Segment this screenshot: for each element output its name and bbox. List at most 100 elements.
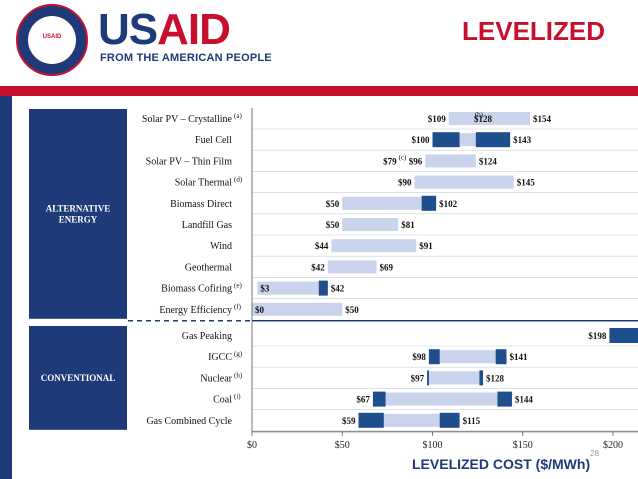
range-bar-low-segment: [432, 132, 460, 148]
category-label: Fuel Cell: [195, 135, 232, 146]
logo-us: US: [98, 5, 158, 54]
category-label: Wind: [210, 241, 232, 252]
category-label: Gas Peaking: [182, 331, 232, 342]
high-value-label: $145: [517, 178, 536, 188]
group-label: ALTERNATIVE: [46, 203, 111, 213]
category-label: Energy Efficiency: [159, 305, 232, 316]
category-label: Biomass Cofiring: [161, 284, 232, 295]
low-value-label: $96: [409, 156, 423, 166]
low-value-label: $67: [356, 395, 370, 405]
low-value-label: $100: [412, 135, 431, 145]
range-bar: [342, 196, 437, 210]
high-value-label: $115: [463, 416, 481, 426]
high-value-label: $141: [510, 352, 529, 362]
usaid-seal-icon: USAID: [16, 4, 88, 76]
header-red-band: [0, 86, 638, 96]
low-value-label: $90: [398, 178, 412, 188]
high-value-label: $143: [513, 135, 532, 145]
x-tick-label: $50: [335, 440, 350, 451]
low-value-label: $50: [326, 220, 340, 230]
high-value-label: $144: [515, 395, 534, 405]
mid-value-footnote: (b): [475, 111, 484, 119]
high-value-label: $102: [439, 199, 458, 209]
group-label: ENERGY: [59, 214, 98, 224]
category-label: Nuclear: [200, 373, 232, 384]
high-value-label: $81: [401, 220, 415, 230]
category-label: Biomass Direct: [170, 199, 232, 210]
low-value-label: $109: [428, 114, 447, 124]
range-bar-high-segment: [421, 195, 437, 211]
category-label: Solar PV – Thin Film: [146, 156, 233, 167]
range-bar: [427, 371, 484, 385]
range-bar: [327, 260, 377, 274]
category-footnote: (i): [234, 393, 241, 401]
high-value-label: $124: [479, 156, 498, 166]
page-number: 28: [590, 449, 599, 458]
range-bar: [358, 413, 460, 427]
category-footnote: (f): [234, 303, 242, 311]
range-bar: [414, 175, 514, 189]
category-label: Gas Combined Cycle: [146, 416, 232, 427]
seal-text: USAID: [42, 34, 62, 40]
mid-value-label: $79: [383, 156, 397, 166]
low-value-label: $59: [342, 416, 356, 426]
category-label: IGCC: [208, 352, 232, 363]
bar-layer: [252, 112, 638, 428]
label-layer: Solar PV – Crystalline (a) $109 $154$128(b)…: [142, 111, 607, 427]
range-bar-low-segment: [609, 328, 638, 343]
range-bar: [425, 154, 476, 168]
mid-value-label: $128: [474, 114, 493, 124]
category-label: Geothermal: [185, 262, 232, 273]
slide-title: LEVELIZED: [462, 16, 606, 46]
x-tick-label: $100: [423, 440, 443, 451]
range-bar: [342, 218, 399, 231]
seal-inner: [28, 16, 76, 64]
high-value-label: $50: [345, 305, 359, 315]
category-label: Solar PV – Crystalline: [142, 114, 233, 125]
group-box: [29, 326, 127, 430]
range-bar-high-segment: [495, 349, 507, 365]
range-bar: [372, 392, 512, 406]
range-bar: [448, 112, 530, 125]
x-axis-title: LEVELIZED COST ($/MWh): [412, 456, 591, 472]
low-value-label: $3: [260, 284, 270, 294]
range-bar: [257, 281, 328, 295]
high-value-label: $42: [331, 284, 345, 294]
range-bar: [428, 350, 507, 364]
low-value-label: $97: [411, 373, 425, 383]
low-value-label: $44: [315, 241, 329, 251]
x-tick-label: $0: [247, 440, 257, 451]
high-value-label: $91: [419, 241, 433, 251]
low-value-label: $50: [326, 199, 340, 209]
category-footnote: (d): [234, 176, 243, 184]
range-bar-low-segment: [427, 370, 429, 386]
grid-layer: [128, 128, 638, 432]
range-bar-high-segment: [439, 412, 460, 428]
low-value-label: $0: [255, 305, 265, 315]
left-blue-band: [0, 96, 12, 479]
high-value-label: $128: [486, 373, 505, 383]
category-footnote: (h): [234, 371, 243, 379]
logo-aid: AID: [157, 5, 231, 54]
category-label: Coal: [213, 395, 232, 406]
range-bar-high-segment: [475, 132, 511, 148]
category-label: Solar Thermal: [175, 178, 233, 189]
range-bar-high-segment: [497, 391, 512, 407]
category-label: Landfill Gas: [182, 220, 232, 231]
x-tick-label: $150: [513, 440, 533, 451]
mid-value-footnote: (c): [399, 153, 407, 161]
axis-layer: $0 $50 $100 $150 $200: [247, 108, 638, 451]
slide-header: USAID USAID FROM THE AMERICAN PEOPLE LEV…: [0, 0, 638, 88]
high-value-label: $154: [533, 114, 552, 124]
category-footnote: (e): [234, 282, 242, 290]
range-bar: [252, 302, 343, 316]
range-bar-low-segment: [372, 391, 386, 407]
range-bar-high-segment: [479, 370, 484, 386]
x-tick-label: $200: [603, 440, 623, 451]
usaid-logo: USAID: [98, 5, 231, 54]
range-bar-high-segment: [318, 280, 328, 296]
logo-tagline: FROM THE AMERICAN PEOPLE: [100, 52, 272, 64]
category-footnote: (a): [234, 112, 242, 120]
range-bar: [331, 239, 417, 253]
